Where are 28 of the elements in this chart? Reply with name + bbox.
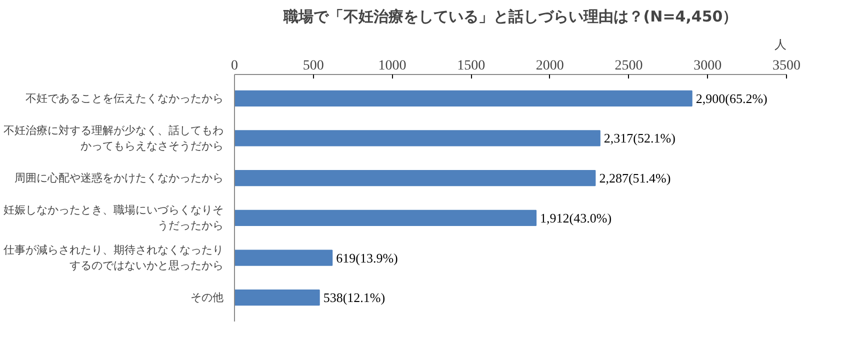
x-tick-label: 1000 xyxy=(378,58,406,74)
data-label: 2,900(65.2%) xyxy=(696,90,768,106)
x-tick-label: 0 xyxy=(231,58,238,74)
x-axis-title: 人 xyxy=(774,38,786,52)
x-tick-label: 2500 xyxy=(614,58,643,74)
bar xyxy=(234,290,320,306)
x-tick-label: 3500 xyxy=(772,58,800,74)
x-tick-label: 3000 xyxy=(694,58,722,74)
bar xyxy=(234,90,692,106)
y-tick-label: 妊娠しなかったとき、職場にいづらくなりそうだったから xyxy=(4,204,224,232)
bar xyxy=(234,250,333,266)
bar xyxy=(234,210,537,226)
y-tick-label: 周囲に心配や迷惑をかけたくなかったから xyxy=(14,172,224,185)
x-tick-label: 500 xyxy=(302,58,324,74)
bar xyxy=(234,170,596,186)
y-tick-label: 不妊治療に対する理解が少なく、話してもわかってもらえなさそうだから xyxy=(4,124,224,153)
y-tick-label: 不妊であることを伝えたくなかったから xyxy=(26,92,224,105)
x-tick-label: 1500 xyxy=(457,58,486,74)
chart-title: 職場で「不妊治療をしている」と話しづらい理由は？(N=4,450） xyxy=(282,8,738,26)
data-label: 2,287(51.4%) xyxy=(599,170,671,186)
bar xyxy=(234,130,600,146)
data-label: 619(13.9%) xyxy=(336,250,398,266)
x-tick-label: 2000 xyxy=(536,58,564,74)
y-tick-label: 仕事が減らされたり、期待されなくなったりするのではないかと思ったから xyxy=(4,243,224,272)
data-label: 1,912(43.0%) xyxy=(540,210,612,226)
y-tick-label: その他 xyxy=(190,291,224,304)
data-label: 2,317(52.1%) xyxy=(604,130,676,146)
data-label: 538(12.1%) xyxy=(323,290,386,306)
